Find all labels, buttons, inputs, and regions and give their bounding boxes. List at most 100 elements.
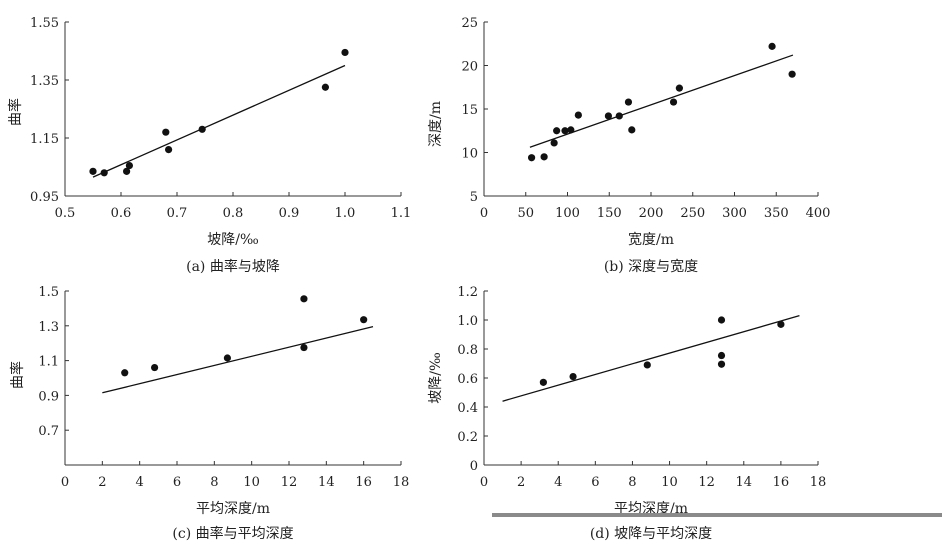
data-point (300, 295, 308, 303)
data-point (527, 154, 536, 162)
data-point (628, 126, 636, 134)
data-point (567, 126, 575, 134)
data-point (768, 42, 776, 50)
y-tick-label: 1.0 (457, 314, 478, 329)
x-tick-label: 10 (661, 475, 678, 490)
x-tick-label: 400 (806, 206, 831, 221)
data-point (717, 360, 726, 368)
data-point (675, 84, 683, 92)
data-point (125, 161, 133, 170)
trend-line (92, 64, 346, 178)
data-point (540, 153, 548, 161)
y-tick-label: 0.6 (457, 372, 478, 387)
subplot-caption: (a) 曲率与坡降 (186, 258, 280, 275)
data-point (89, 167, 97, 175)
x-tick-label: 150 (597, 206, 622, 221)
x-tick-label: 12 (281, 475, 298, 490)
y-tick-label: 1.35 (30, 74, 59, 89)
panel-d: 0 2 4 6 8 10 12 14 16 1800.20.40.60.81.01.2平均深度/m… (428, 285, 826, 542)
grey-divider-bar (492, 513, 942, 517)
x-tick-label: 8 (628, 475, 636, 490)
y-tick-label: 25 (461, 16, 478, 31)
data-point (561, 127, 569, 135)
x-tick-label: 100 (555, 206, 580, 221)
x-tick-label: 6 (173, 475, 181, 490)
y-axis-label: 坡降/‰ (428, 352, 444, 404)
x-tick-label: 0 (480, 206, 488, 221)
data-point (624, 98, 633, 106)
x-tick-label: 12 (698, 475, 715, 490)
data-point (553, 127, 561, 135)
data-point (198, 125, 206, 133)
data-point (300, 343, 308, 352)
x-tick-label: 0.5 (55, 206, 76, 221)
y-tick-label: 5 (470, 190, 478, 205)
x-tick-label: 10 (243, 475, 260, 490)
panel-b: 0 50 100 150 200 250 300 350 400 5 10 15 20 25 宽度/m 深度/… (428, 16, 830, 275)
y-tick-label: 0 (470, 459, 478, 474)
data-point (717, 316, 726, 324)
y-tick-label: 1.55 (30, 16, 59, 31)
x-tick-label: 4 (554, 475, 562, 490)
data-point (162, 128, 170, 136)
x-tick-label: 0 (480, 475, 488, 490)
trend-line (529, 54, 794, 148)
y-tick-label: 1.5 (38, 285, 59, 300)
x-tick-label: 0 (61, 475, 69, 490)
y-tick-label: 0.7 (38, 424, 59, 439)
y-tick-label: 1.1 (38, 355, 59, 370)
data-point (569, 372, 577, 381)
data-point (123, 167, 131, 175)
x-tick-label: 4 (136, 475, 144, 490)
data-point (643, 361, 651, 369)
x-tick-label: 0.9 (279, 206, 300, 221)
y-tick-label: 0.9 (38, 389, 59, 404)
data-point (223, 354, 231, 362)
panel-c: 0 2 4 6 8 10 12 14 16 18 0.7 0.9 1.1 1.3 1.5 平均深度/m 曲率 (c… (9, 285, 409, 542)
data-point (604, 112, 613, 120)
data-point (615, 112, 623, 120)
y-tick-label: 0.2 (457, 430, 478, 445)
x-axis-label: 平均深度/m (196, 501, 270, 517)
data-point (539, 378, 547, 386)
subplot-caption: (d) 坡降与平均深度 (590, 526, 712, 542)
x-tick-label: 14 (318, 475, 335, 490)
data-point (717, 351, 726, 360)
x-tick-label: 200 (639, 206, 664, 221)
y-tick-label: 1.2 (457, 285, 478, 300)
x-tick-label: 18 (393, 475, 410, 490)
x-tick-label: 1.1 (391, 206, 412, 221)
y-tick-label: 15 (461, 103, 478, 118)
data-point (360, 316, 368, 324)
x-tick-label: 0.8 (223, 206, 244, 221)
panel-a: 0.5 0.6 0.7 0.8 0.9 1.0 1.1 0.95 1.15 1.35 1.55 坡降/… (7, 16, 411, 275)
y-tick-label: 1.15 (30, 132, 59, 147)
data-point (574, 111, 582, 119)
data-point (321, 83, 329, 91)
trend-line (502, 315, 800, 402)
x-tick-label: 0.6 (111, 206, 132, 221)
x-axis-label: 坡降/‰ (207, 232, 259, 248)
x-tick-label: 6 (591, 475, 599, 490)
x-tick-label: 18 (810, 475, 827, 490)
data-point (121, 369, 129, 377)
x-tick-label: 14 (736, 475, 753, 490)
x-tick-label: 250 (680, 206, 705, 221)
x-tick-label: 16 (773, 475, 790, 490)
x-tick-label: 300 (722, 206, 747, 221)
y-axis-label: 深度/m (428, 101, 444, 147)
x-tick-label: 2 (98, 475, 106, 490)
x-tick-label: 50 (517, 206, 534, 221)
data-point (151, 363, 159, 372)
x-tick-label: 1.0 (335, 206, 356, 221)
x-tick-label: 0.7 (167, 206, 188, 221)
y-tick-label: 0.8 (457, 343, 478, 358)
y-axis-label: 曲率 (7, 98, 24, 126)
y-axis-label: 曲率 (9, 361, 26, 389)
x-axis-label: 宽度/m (628, 231, 674, 248)
subplot-caption: (b) 深度与宽度 (604, 258, 698, 275)
data-point (669, 98, 678, 106)
x-tick-label: 16 (355, 475, 372, 490)
trend-line (102, 326, 374, 394)
